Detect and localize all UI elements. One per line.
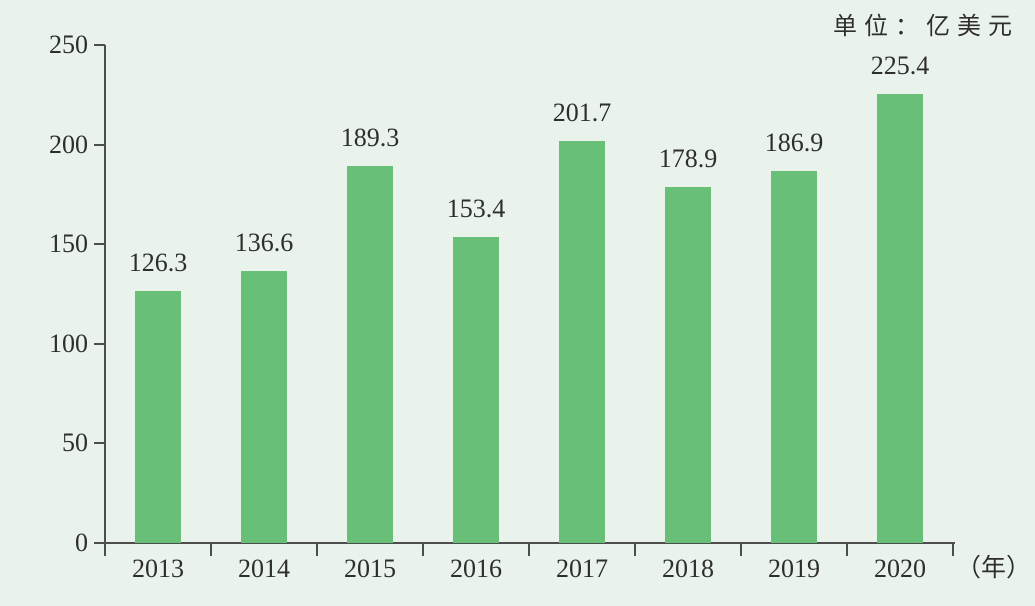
y-axis-line	[104, 45, 106, 544]
bar-value-label: 153.4	[446, 194, 506, 224]
x-category-label: 2013	[132, 554, 184, 583]
bar	[771, 170, 817, 543]
x-category-label: 2017	[556, 554, 608, 583]
bar-value-label: 178.9	[658, 143, 718, 173]
bar-value-label: 225.4	[870, 51, 930, 80]
bar-value-label: 201.7	[552, 98, 612, 128]
x-axis-tick	[422, 543, 424, 556]
unit-label: 单位：亿美元	[833, 14, 1019, 40]
bar	[135, 291, 181, 543]
y-axis-tick	[94, 342, 105, 345]
x-category-label: 2014	[238, 554, 290, 583]
bar	[665, 186, 711, 543]
y-axis-tick-label: 100	[49, 328, 88, 358]
y-axis-tick	[94, 442, 105, 445]
y-axis-tick-label: 50	[62, 428, 88, 458]
bar	[241, 270, 287, 543]
y-axis-tick	[94, 143, 105, 146]
x-axis-tick	[634, 543, 636, 556]
bar	[453, 237, 499, 543]
bar	[877, 94, 923, 543]
bar-value-label: 136.6	[234, 227, 294, 257]
x-category-label: 2016	[450, 554, 502, 583]
bar	[347, 165, 393, 543]
x-axis-tick	[316, 543, 318, 556]
y-axis-tick-label: 150	[49, 229, 88, 259]
x-category-label: 2020	[874, 554, 926, 583]
bar	[559, 141, 605, 543]
x-category-label: 2019	[768, 554, 820, 583]
x-axis-tick	[952, 543, 954, 556]
x-axis-tick	[210, 543, 212, 556]
x-axis-tick	[846, 543, 848, 556]
y-axis-tick-label: 250	[49, 30, 88, 59]
y-axis-tick-label: 200	[49, 129, 88, 159]
x-category-label: 2018	[662, 554, 714, 583]
x-axis-tick	[528, 543, 530, 556]
x-category-label: 2015	[344, 554, 396, 583]
x-axis-tick	[104, 543, 106, 556]
y-axis-tick	[94, 243, 105, 246]
x-axis-unit-label: （年）	[956, 555, 1032, 582]
x-axis-tick	[740, 543, 742, 556]
bar-value-label: 189.3	[340, 122, 400, 152]
y-axis-tick	[94, 44, 105, 46]
y-axis-tick	[94, 542, 105, 544]
bar-value-label: 126.3	[128, 248, 188, 278]
y-axis-tick-label: 0	[75, 528, 88, 557]
bar-value-label: 186.9	[764, 127, 824, 157]
